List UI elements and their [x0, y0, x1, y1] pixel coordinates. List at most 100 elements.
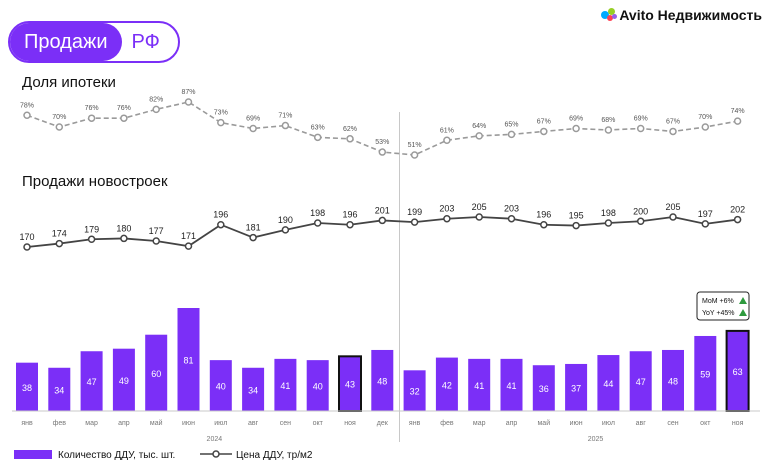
bar — [532, 365, 555, 411]
price-point — [443, 214, 451, 223]
price-value-label: 198 — [310, 208, 325, 218]
bar-value-label: 81 — [183, 356, 193, 366]
month-tick-label: май — [537, 419, 550, 427]
bar-value-label: 36 — [539, 384, 549, 394]
mortgage-point — [152, 105, 160, 114]
month-tick-label: янв — [21, 420, 33, 427]
region-tab[interactable]: РФ — [131, 30, 160, 53]
mortgage-point — [313, 133, 322, 142]
price-point — [313, 219, 322, 227]
price-value-label: 197 — [698, 209, 713, 219]
mortgage-value-label: 87% — [181, 89, 195, 96]
yoy-label: YoY +45% — [702, 310, 735, 317]
month-tick-label: июл — [602, 420, 615, 427]
price-point — [507, 214, 516, 223]
price-point — [378, 216, 387, 225]
mortgage-value-label: 82% — [149, 96, 163, 103]
mortgage-value-label: 62% — [343, 126, 357, 133]
bar-value-label: 34 — [54, 385, 64, 395]
bar-value-label: 42 — [442, 380, 452, 390]
bar-value-label: 34 — [248, 385, 258, 395]
price-point — [346, 220, 354, 229]
price-value-label: 181 — [246, 223, 261, 233]
mortgage-point — [249, 124, 257, 133]
bar — [112, 348, 135, 411]
bar — [565, 363, 588, 411]
price-value-label: 198 — [601, 208, 616, 218]
price-point — [184, 242, 193, 250]
bar — [209, 360, 232, 411]
year-divider — [399, 112, 400, 442]
bar — [597, 355, 620, 411]
price-point — [281, 226, 290, 234]
avito-logo-icon — [601, 8, 618, 22]
price-point — [701, 220, 710, 228]
mortgage-value-label: 70% — [52, 114, 66, 121]
month-tick-label: мар — [473, 420, 486, 427]
bar-value-label: 40 — [216, 382, 226, 392]
price-point — [120, 234, 128, 243]
bar — [80, 351, 103, 411]
mortgage-value-label: 69% — [246, 116, 260, 123]
legend-line-marker — [212, 450, 220, 458]
price-point — [636, 217, 645, 226]
mortgage-point — [507, 130, 516, 139]
mortgage-value-label: 67% — [666, 118, 680, 125]
mortgage-value-label: 53% — [375, 139, 389, 146]
bar-value-label: 47 — [636, 377, 646, 387]
bar-value-label: 49 — [119, 376, 129, 386]
bar-value-label: 60 — [151, 369, 161, 379]
mortgage-point — [669, 127, 677, 136]
mortgage-point — [120, 114, 128, 122]
price-value-label: 205 — [472, 202, 487, 212]
month-tick-label: фев — [53, 420, 67, 427]
month-tick-label: дек — [377, 420, 389, 427]
month-tick-label: май — [150, 419, 163, 427]
mortgage-value-label: 71% — [278, 113, 292, 120]
mortgage-share-title: Доля ипотеки — [22, 74, 116, 91]
price-value-label: 201 — [375, 205, 390, 215]
month-tick-label: апр — [118, 420, 130, 427]
month-tick-label: июн — [182, 420, 195, 427]
month-tick-label: сен — [280, 420, 291, 427]
bar — [145, 334, 168, 411]
price-point — [55, 239, 64, 248]
mortgage-value-label: 64% — [472, 123, 486, 130]
bar — [177, 308, 200, 411]
sales-tab[interactable]: Продажи — [10, 23, 122, 61]
price-value-label: 179 — [84, 224, 99, 234]
mortgage-value-label: 76% — [85, 105, 99, 112]
mortgage-share-line — [26, 101, 738, 156]
month-tick-label: июл — [214, 420, 227, 427]
mortgage-point — [281, 121, 290, 130]
bar-value-label: 48 — [668, 376, 678, 386]
mortgage-point — [184, 98, 193, 106]
region-toggle[interactable]: Продажи РФ — [8, 21, 180, 63]
bar-value-label: 41 — [506, 381, 516, 391]
bar-value-label: 37 — [571, 383, 581, 393]
price-value-label: 196 — [213, 210, 228, 220]
price-point — [572, 221, 580, 230]
mortgage-point — [636, 124, 645, 133]
price-value-label: 205 — [665, 202, 680, 212]
price-point — [249, 233, 257, 242]
mortgage-point — [23, 111, 31, 119]
mortgage-point — [443, 136, 451, 145]
price-value-label: 196 — [342, 210, 357, 220]
mortgage-point — [572, 124, 580, 133]
price-value-label: 170 — [19, 232, 34, 242]
mortgage-point — [217, 118, 225, 127]
bar-value-label: 38 — [22, 383, 32, 393]
price-value-label: 174 — [52, 229, 67, 239]
price-value-label: 200 — [633, 206, 648, 216]
price-value-label: 202 — [730, 205, 745, 215]
year-label: 2025 — [588, 436, 604, 443]
month-tick-label: ноя — [732, 420, 744, 427]
mortgage-point — [475, 132, 483, 140]
price-value-label: 171 — [181, 231, 196, 241]
up-arrow-icon — [739, 297, 747, 304]
price-point — [540, 220, 548, 229]
bar-value-label: 32 — [410, 387, 420, 397]
bar — [629, 351, 652, 411]
month-tick-label: апр — [506, 420, 518, 427]
